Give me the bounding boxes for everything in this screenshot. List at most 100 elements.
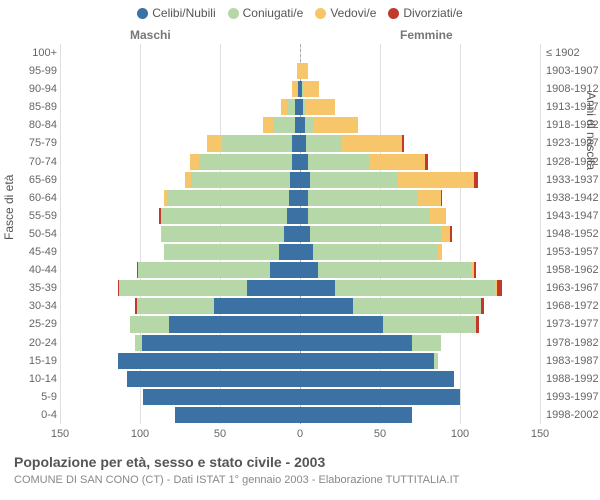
bar-segment (162, 226, 284, 242)
bar-segment (118, 353, 300, 369)
x-tick-label: 50 (374, 428, 386, 440)
legend-label: Celibi/Nubili (152, 6, 215, 20)
bar-segment (476, 316, 479, 332)
bar-segment (300, 208, 308, 224)
bar-segment (300, 353, 434, 369)
bar-segment (214, 298, 300, 314)
age-label: 55-59 (2, 207, 57, 225)
pyramid-row: 50-541948-1952 (60, 225, 540, 243)
birth-year-label: 1918-1922 (546, 116, 600, 134)
birth-year-label: 1988-1992 (546, 370, 600, 388)
bar-segment (441, 190, 443, 206)
bar-segment (279, 244, 300, 260)
bar-segment (289, 190, 300, 206)
bar-segment (300, 262, 318, 278)
bar-segment (175, 407, 300, 423)
legend-label: Vedovi/e (330, 6, 376, 20)
bar-segment (300, 244, 313, 260)
bar-segment (300, 389, 460, 405)
bar-male (135, 298, 300, 314)
bar-female (300, 81, 319, 97)
bar-male (164, 190, 300, 206)
legend-swatch (388, 8, 399, 19)
bar-segment (369, 154, 425, 170)
bar-segment (287, 99, 295, 115)
bar-segment (306, 99, 335, 115)
grid-line (540, 44, 541, 424)
pyramid-row: 30-341968-1972 (60, 297, 540, 315)
bar-male (143, 389, 300, 405)
bar-female (300, 63, 308, 79)
bar-segment (318, 262, 472, 278)
birth-year-label: 1943-1947 (546, 207, 600, 225)
bar-segment (300, 298, 353, 314)
label-female: Femmine (400, 28, 453, 42)
bar-segment (308, 154, 369, 170)
pyramid-row: 95-991903-1907 (60, 62, 540, 80)
bar-segment (310, 226, 441, 242)
legend-item: Vedovi/e (315, 6, 376, 20)
label-male: Maschi (130, 28, 171, 42)
bar-male (281, 99, 300, 115)
legend-swatch (228, 8, 239, 19)
birth-year-label: 1998-2002 (546, 406, 600, 424)
age-label: 100+ (2, 44, 57, 62)
birth-year-label: 1928-1932 (546, 153, 600, 171)
chart-container: Celibi/NubiliConiugati/eVedovi/eDivorzia… (0, 0, 600, 500)
bar-male (130, 316, 300, 332)
pyramid-row: 55-591943-1947 (60, 207, 540, 225)
bar-segment (335, 280, 495, 296)
bar-segment (300, 316, 383, 332)
age-label: 40-44 (2, 261, 57, 279)
pyramid-row: 25-291973-1977 (60, 315, 540, 333)
legend: Celibi/NubiliConiugati/eVedovi/eDivorzia… (0, 6, 600, 20)
bar-segment (425, 154, 428, 170)
bar-female (300, 244, 442, 260)
pyramid-row: 10-141988-1992 (60, 370, 540, 388)
age-label: 60-64 (2, 189, 57, 207)
bar-female (300, 117, 358, 133)
birth-year-label: 1913-1917 (546, 98, 600, 116)
bar-male (135, 335, 300, 351)
bar-segment (167, 190, 289, 206)
bar-segment (300, 335, 412, 351)
legend-item: Divorziati/e (388, 6, 462, 20)
pyramid-row: 5-91993-1997 (60, 388, 540, 406)
bar-segment (308, 190, 417, 206)
bar-female (300, 353, 438, 369)
bar-male (161, 226, 300, 242)
age-label: 10-14 (2, 370, 57, 388)
bar-female (300, 262, 476, 278)
bar-segment (292, 154, 300, 170)
x-tick-label: 0 (297, 428, 303, 440)
birth-year-label: ≤ 1902 (546, 44, 600, 62)
pyramid-row: 40-441958-1962 (60, 261, 540, 279)
age-label: 75-79 (2, 134, 57, 152)
birth-year-label: 1933-1937 (546, 171, 600, 189)
bar-male (127, 371, 300, 387)
bar-male (137, 262, 300, 278)
bar-segment (412, 335, 441, 351)
age-label: 50-54 (2, 225, 57, 243)
pyramid-row: 35-391963-1967 (60, 279, 540, 297)
bar-segment (263, 117, 273, 133)
birth-year-label: 1968-1972 (546, 297, 600, 315)
bar-segment (430, 208, 446, 224)
bar-female (300, 371, 454, 387)
bar-female (300, 389, 460, 405)
bar-segment (199, 154, 292, 170)
age-label: 0-4 (2, 406, 57, 424)
bar-segment (474, 262, 476, 278)
pyramid-row: 75-791923-1927 (60, 134, 540, 152)
bar-segment (313, 117, 358, 133)
bar-segment (306, 135, 341, 151)
age-label: 25-29 (2, 315, 57, 333)
bar-segment (162, 208, 287, 224)
pyramid-row: 45-491953-1957 (60, 243, 540, 261)
bar-male (118, 353, 300, 369)
pyramid-row: 70-741928-1932 (60, 153, 540, 171)
chart-title: Popolazione per età, sesso e stato civil… (14, 454, 325, 470)
bar-segment (300, 172, 310, 188)
bar-female (300, 99, 335, 115)
bar-segment (300, 371, 454, 387)
